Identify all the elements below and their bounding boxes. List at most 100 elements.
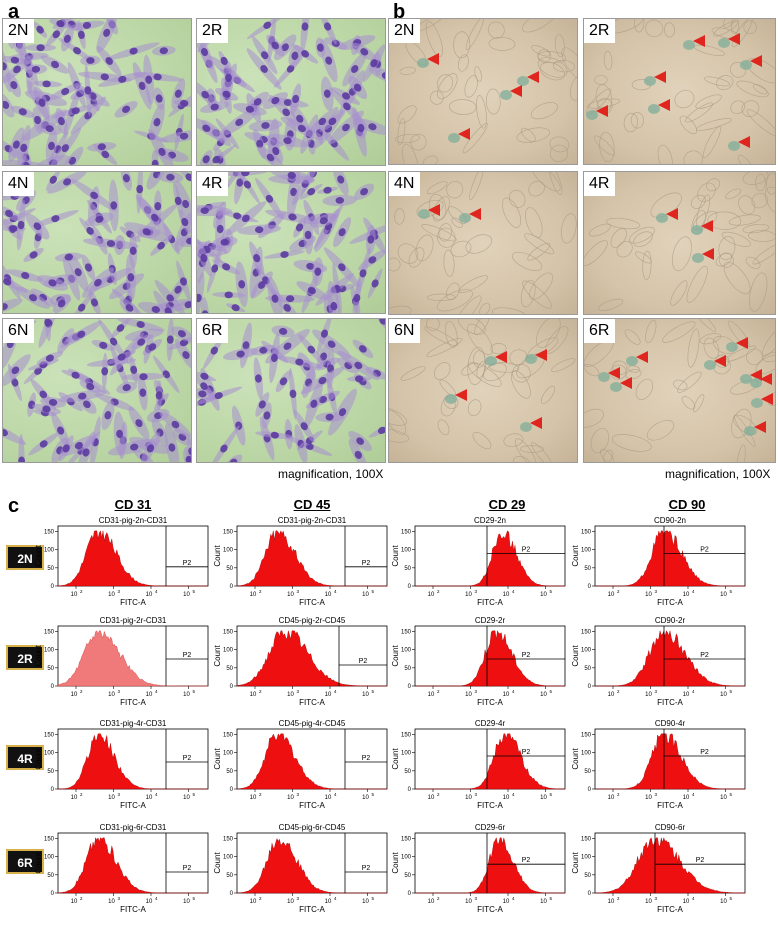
x-tick-exponent: 2 <box>259 589 262 594</box>
x-tick-exponent: 4 <box>692 589 695 594</box>
x-tick-label: 10 <box>108 795 115 801</box>
micrograph-a-2n: 2N <box>2 18 192 166</box>
x-tick-exponent: 3 <box>118 689 121 694</box>
micrograph-a-6r: 6R <box>196 318 386 463</box>
x-tick-label: 10 <box>608 795 615 801</box>
x-tick-label: 10 <box>540 795 547 801</box>
x-tick-exponent: 2 <box>617 896 620 901</box>
x-axis-label: FITC-A <box>299 801 325 810</box>
x-tick-exponent: 2 <box>259 896 262 901</box>
x-tick-label: 10 <box>325 899 332 905</box>
gate-label: P2 <box>700 547 709 554</box>
col-head-cd45: CD 45 <box>293 497 331 512</box>
x-tick-exponent: 5 <box>372 792 375 797</box>
gate-label: P2 <box>362 865 371 872</box>
flow-histogram: CD45-pig-2r-CD45 P2 0 50 100 150 Count 10 2 10 3 10… <box>207 616 389 723</box>
y-tick-label: 0 <box>51 584 55 590</box>
x-tick-label: 10 <box>287 692 294 698</box>
y-axis-label: Count <box>391 748 400 770</box>
x-tick-exponent: 4 <box>155 896 158 901</box>
x-tick-exponent: 5 <box>730 689 733 694</box>
red-arrowhead-icon <box>750 369 762 381</box>
y-tick-label: 100 <box>401 855 412 861</box>
red-arrowhead-icon <box>427 53 439 65</box>
x-tick-label: 10 <box>503 592 510 598</box>
y-axis-label: Count <box>213 748 222 770</box>
y-tick-label: 150 <box>401 529 412 535</box>
histogram-area <box>415 630 565 687</box>
x-tick-label: 10 <box>540 899 547 905</box>
x-tick-label: 10 <box>362 592 369 598</box>
y-tick-label: 50 <box>47 566 54 572</box>
y-axis-label: Count <box>391 852 400 874</box>
x-tick-exponent: 2 <box>80 689 83 694</box>
red-arrowhead-icon <box>736 337 748 349</box>
red-arrowhead-icon <box>428 204 440 216</box>
x-tick-exponent: 2 <box>437 896 440 901</box>
x-axis-label: FITC-A <box>120 905 146 914</box>
y-axis-label: Count <box>391 645 400 667</box>
y-tick-label: 50 <box>226 769 233 775</box>
red-arrowhead-icon <box>750 55 762 67</box>
panel-a-label: a <box>8 1 20 23</box>
y-tick-label: 100 <box>44 648 55 654</box>
red-arrowhead-icon <box>458 128 470 140</box>
col-head-cd31: CD 31 <box>114 497 152 512</box>
x-tick-exponent: 3 <box>297 792 300 797</box>
y-axis-label: Count <box>391 545 400 567</box>
x-tick-exponent: 2 <box>80 896 83 901</box>
gate-label: P2 <box>362 560 371 567</box>
x-tick-label: 10 <box>503 692 510 698</box>
panel-b-label: b <box>393 1 406 23</box>
y-tick-label: 50 <box>226 566 233 572</box>
flow-histogram: CD45-pig-4r-CD45 P2 0 50 100 150 Count 10 2 10 3 10… <box>207 719 389 826</box>
gate-label: P2 <box>522 547 531 554</box>
col-head-cd90: CD 90 <box>668 497 706 512</box>
x-tick-label: 10 <box>362 899 369 905</box>
x-tick-label: 10 <box>287 899 294 905</box>
histogram-area <box>415 530 565 587</box>
y-tick-label: 0 <box>51 684 55 690</box>
flow-histogram: CD90-2n P2 0 50 100 150 Count 10 2 10 3 10 4 10 5 FITC-… <box>565 516 747 623</box>
x-axis-label: FITC-A <box>299 698 325 707</box>
flow-histogram: CD31-pig-2n-CD31 P2 0 50 100 150 Count 10 2 10 3 10… <box>207 516 389 623</box>
flow-histogram: CD90-2r P2 0 50 100 150 Count 10 2 10 3 10 4 10 5 FITC-… <box>565 616 747 723</box>
y-tick-label: 150 <box>223 732 234 738</box>
histogram-title: CD29-6r <box>475 823 506 832</box>
x-tick-exponent: 3 <box>475 896 478 901</box>
y-tick-label: 0 <box>408 787 412 793</box>
x-tick-label: 10 <box>720 592 727 598</box>
micrograph-b-2r: 2R <box>583 18 776 165</box>
histogram-area <box>57 837 208 894</box>
y-tick-label: 0 <box>230 584 234 590</box>
micrograph-b-label: 2N <box>389 19 421 43</box>
x-tick-exponent: 4 <box>512 896 515 901</box>
x-axis-label: FITC-A <box>477 698 503 707</box>
x-tick-exponent: 5 <box>550 589 553 594</box>
y-tick-label: 150 <box>44 629 55 635</box>
x-tick-label: 10 <box>362 795 369 801</box>
y-tick-label: 100 <box>401 751 412 757</box>
x-tick-label: 10 <box>428 592 435 598</box>
micrograph-b-label: 4N <box>389 172 421 196</box>
gate-label: P2 <box>522 652 531 659</box>
histogram-title: CD29-2r <box>475 616 506 625</box>
x-tick-exponent: 4 <box>692 792 695 797</box>
y-tick-label: 0 <box>230 787 234 793</box>
y-axis-label: Count <box>571 852 580 874</box>
micrograph-b-label: 4R <box>584 172 616 196</box>
y-tick-label: 100 <box>44 751 55 757</box>
x-tick-exponent: 2 <box>437 792 440 797</box>
y-tick-label: 100 <box>581 548 592 554</box>
x-tick-label: 10 <box>146 592 153 598</box>
red-arrowhead-icon <box>760 373 772 385</box>
x-tick-label: 10 <box>250 692 257 698</box>
y-tick-label: 150 <box>44 732 55 738</box>
x-tick-exponent: 5 <box>550 896 553 901</box>
flow-histogram: CD31-pig-6r-CD31 P2 0 50 100 150 Count 10 2 10 3 10… <box>28 823 210 930</box>
histogram-area <box>236 838 387 894</box>
x-tick-label: 10 <box>108 899 115 905</box>
y-tick-label: 150 <box>401 732 412 738</box>
y-tick-label: 50 <box>584 566 591 572</box>
y-tick-label: 50 <box>47 769 54 775</box>
